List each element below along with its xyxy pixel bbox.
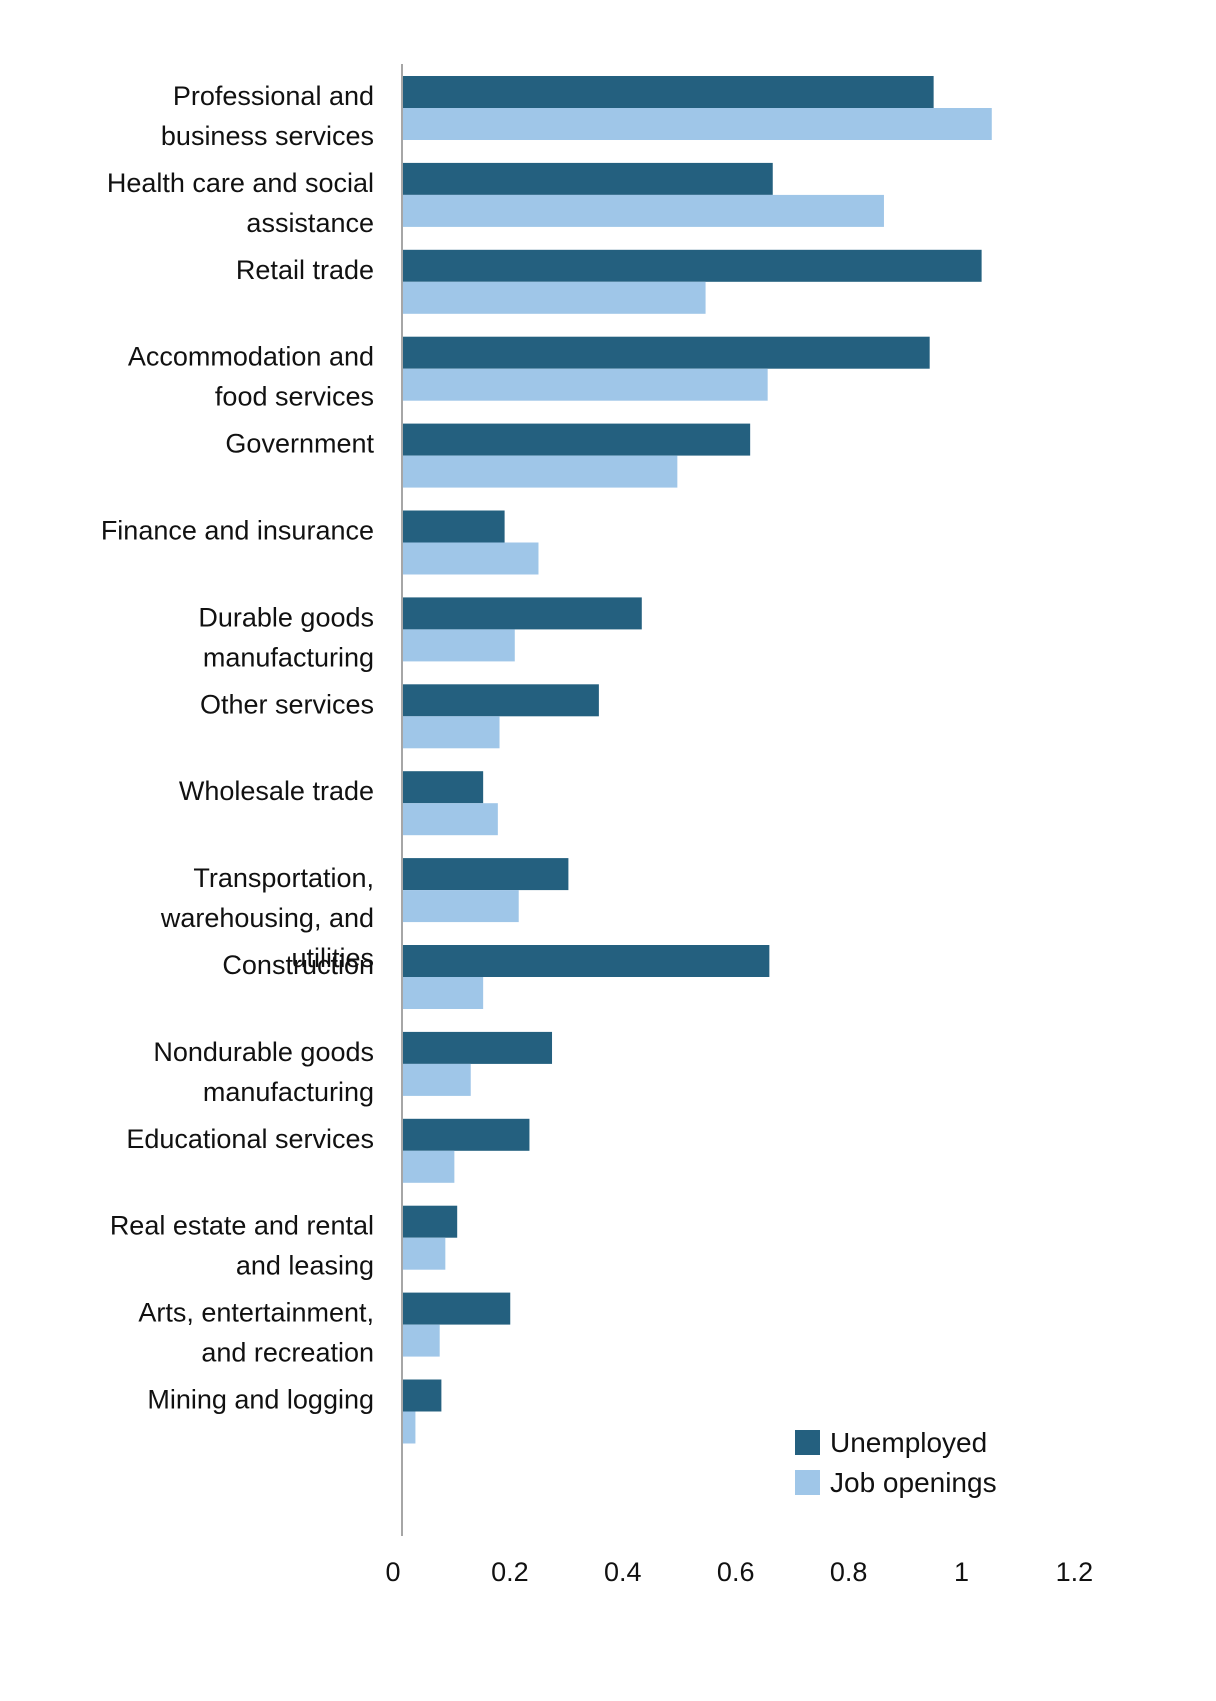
category-label-other-services-line-1: Other services	[200, 689, 374, 719]
bar-unemployed-retail-trade	[403, 249, 982, 282]
category-label-health-care-and-social-assistance-line-2: assistance	[246, 208, 374, 238]
bar-unemployed-wholesale-trade	[403, 771, 484, 804]
bar-unemployed-mining-and-logging	[403, 1379, 442, 1412]
category-label-arts-entertainment-and-recreation-line-1: Arts, entertainment,	[138, 1298, 374, 1328]
category-label-wholesale-trade-line-1: Wholesale trade	[179, 776, 374, 806]
category-label-educational-services-line-1: Educational services	[126, 1124, 374, 1154]
x-tick-label-3: 0.6	[717, 1557, 755, 1587]
category-label-professional-and-business-services-line-1: Professional and	[173, 81, 374, 111]
category-label-health-care-and-social-assistance-line-1: Health care and social	[107, 168, 374, 198]
legend: Unemployed Job openings	[795, 1427, 997, 1498]
bar-job-openings-arts-entertainment-and-recreation	[403, 1324, 440, 1357]
bar-job-openings-accommodation-and-food-services	[403, 368, 768, 401]
bar-unemployed-educational-services	[403, 1118, 530, 1151]
category-label-transportation-warehousing-and-utilities-line-1: Transportation,	[193, 863, 374, 893]
category-label-mining-and-logging-line-1: Mining and logging	[147, 1385, 374, 1415]
x-tick-labels: 0 0.2 0.4 0.6 0.8 1 1.2	[385, 1557, 1093, 1587]
category-label-nondurable-goods-manufacturing-line-2: manufacturing	[203, 1077, 374, 1107]
bar-unemployed-nondurable-goods-manufacturing	[403, 1031, 553, 1064]
bar-unemployed-accommodation-and-food-services	[403, 336, 930, 369]
bar-unemployed-health-care-and-social-assistance	[403, 162, 773, 195]
category-label-finance-and-insurance-line-1: Finance and insurance	[101, 516, 374, 546]
category-label-accommodation-and-food-services-line-1: Accommodation and	[128, 342, 374, 372]
bar-unemployed-real-estate-and-rental-and-leasing	[403, 1205, 458, 1238]
bar-unemployed-durable-goods-manufacturing	[403, 597, 642, 630]
bar-job-openings-real-estate-and-rental-and-leasing	[403, 1237, 446, 1270]
category-label-arts-entertainment-and-recreation-line-2: and recreation	[201, 1338, 374, 1368]
x-tick-label-1: 0.2	[491, 1557, 529, 1587]
category-label-retail-trade-line-1: Retail trade	[236, 255, 374, 285]
bar-job-openings-nondurable-goods-manufacturing	[403, 1063, 471, 1096]
category-label-accommodation-and-food-services-line-2: food services	[215, 382, 374, 412]
legend-label-job-openings: Job openings	[830, 1467, 997, 1498]
bar-job-openings-wholesale-trade	[403, 803, 498, 836]
legend-swatch-job-openings	[795, 1470, 820, 1495]
bar-job-openings-health-care-and-social-assistance	[403, 194, 884, 227]
bar-job-openings-finance-and-insurance	[403, 542, 539, 575]
bar-unemployed-government	[403, 423, 751, 456]
category-label-durable-goods-manufacturing-line-1: Durable goods	[198, 602, 374, 632]
category-label-transportation-warehousing-and-utilities-line-3: utilities	[291, 943, 374, 973]
x-tick-label-4: 0.8	[830, 1557, 868, 1587]
bar-unemployed-transportation-warehousing-and-utilities	[403, 858, 569, 891]
legend-swatch-unemployed	[795, 1430, 820, 1455]
bar-job-openings-government	[403, 455, 678, 488]
bar-unemployed-other-services	[403, 684, 599, 717]
x-tick-label-6: 1.2	[1056, 1557, 1094, 1587]
category-labels: Professional and business services Health …	[101, 81, 375, 1415]
category-label-professional-and-business-services-line-2: business services	[161, 121, 374, 151]
bar-job-openings-transportation-warehousing-and-utilities	[403, 890, 519, 923]
bar-unemployed-professional-and-business-services	[403, 76, 934, 108]
bar-job-openings-mining-and-logging	[403, 1411, 416, 1444]
category-label-nondurable-goods-manufacturing-line-1: Nondurable goods	[153, 1037, 374, 1067]
x-tick-label-0: 0	[385, 1557, 400, 1587]
x-tick-label-5: 1	[954, 1557, 969, 1587]
bars-group	[403, 76, 992, 1444]
category-label-government-line-1: Government	[225, 429, 374, 459]
bar-job-openings-educational-services	[403, 1150, 455, 1183]
bar-job-openings-durable-goods-manufacturing	[403, 629, 515, 662]
category-label-real-estate-and-rental-and-leasing-line-2: and leasing	[236, 1251, 374, 1281]
bar-unemployed-arts-entertainment-and-recreation	[403, 1292, 511, 1325]
bar-job-openings-construction	[403, 977, 484, 1009]
category-label-real-estate-and-rental-and-leasing-line-1: Real estate and rental	[110, 1211, 374, 1241]
legend-label-unemployed: Unemployed	[830, 1427, 987, 1458]
category-label-transportation-warehousing-and-utilities-line-2: warehousing, and	[160, 903, 374, 933]
bar-unemployed-construction	[403, 945, 770, 977]
category-label-durable-goods-manufacturing-line-2: manufacturing	[203, 642, 374, 672]
bar-job-openings-retail-trade	[403, 281, 706, 314]
bar-job-openings-other-services	[403, 716, 500, 749]
x-tick-label-2: 0.4	[604, 1557, 642, 1587]
category-label-construction-line-1: Construction	[222, 950, 374, 980]
bar-unemployed-finance-and-insurance	[403, 510, 505, 543]
bar-job-openings-professional-and-business-services	[403, 108, 992, 140]
